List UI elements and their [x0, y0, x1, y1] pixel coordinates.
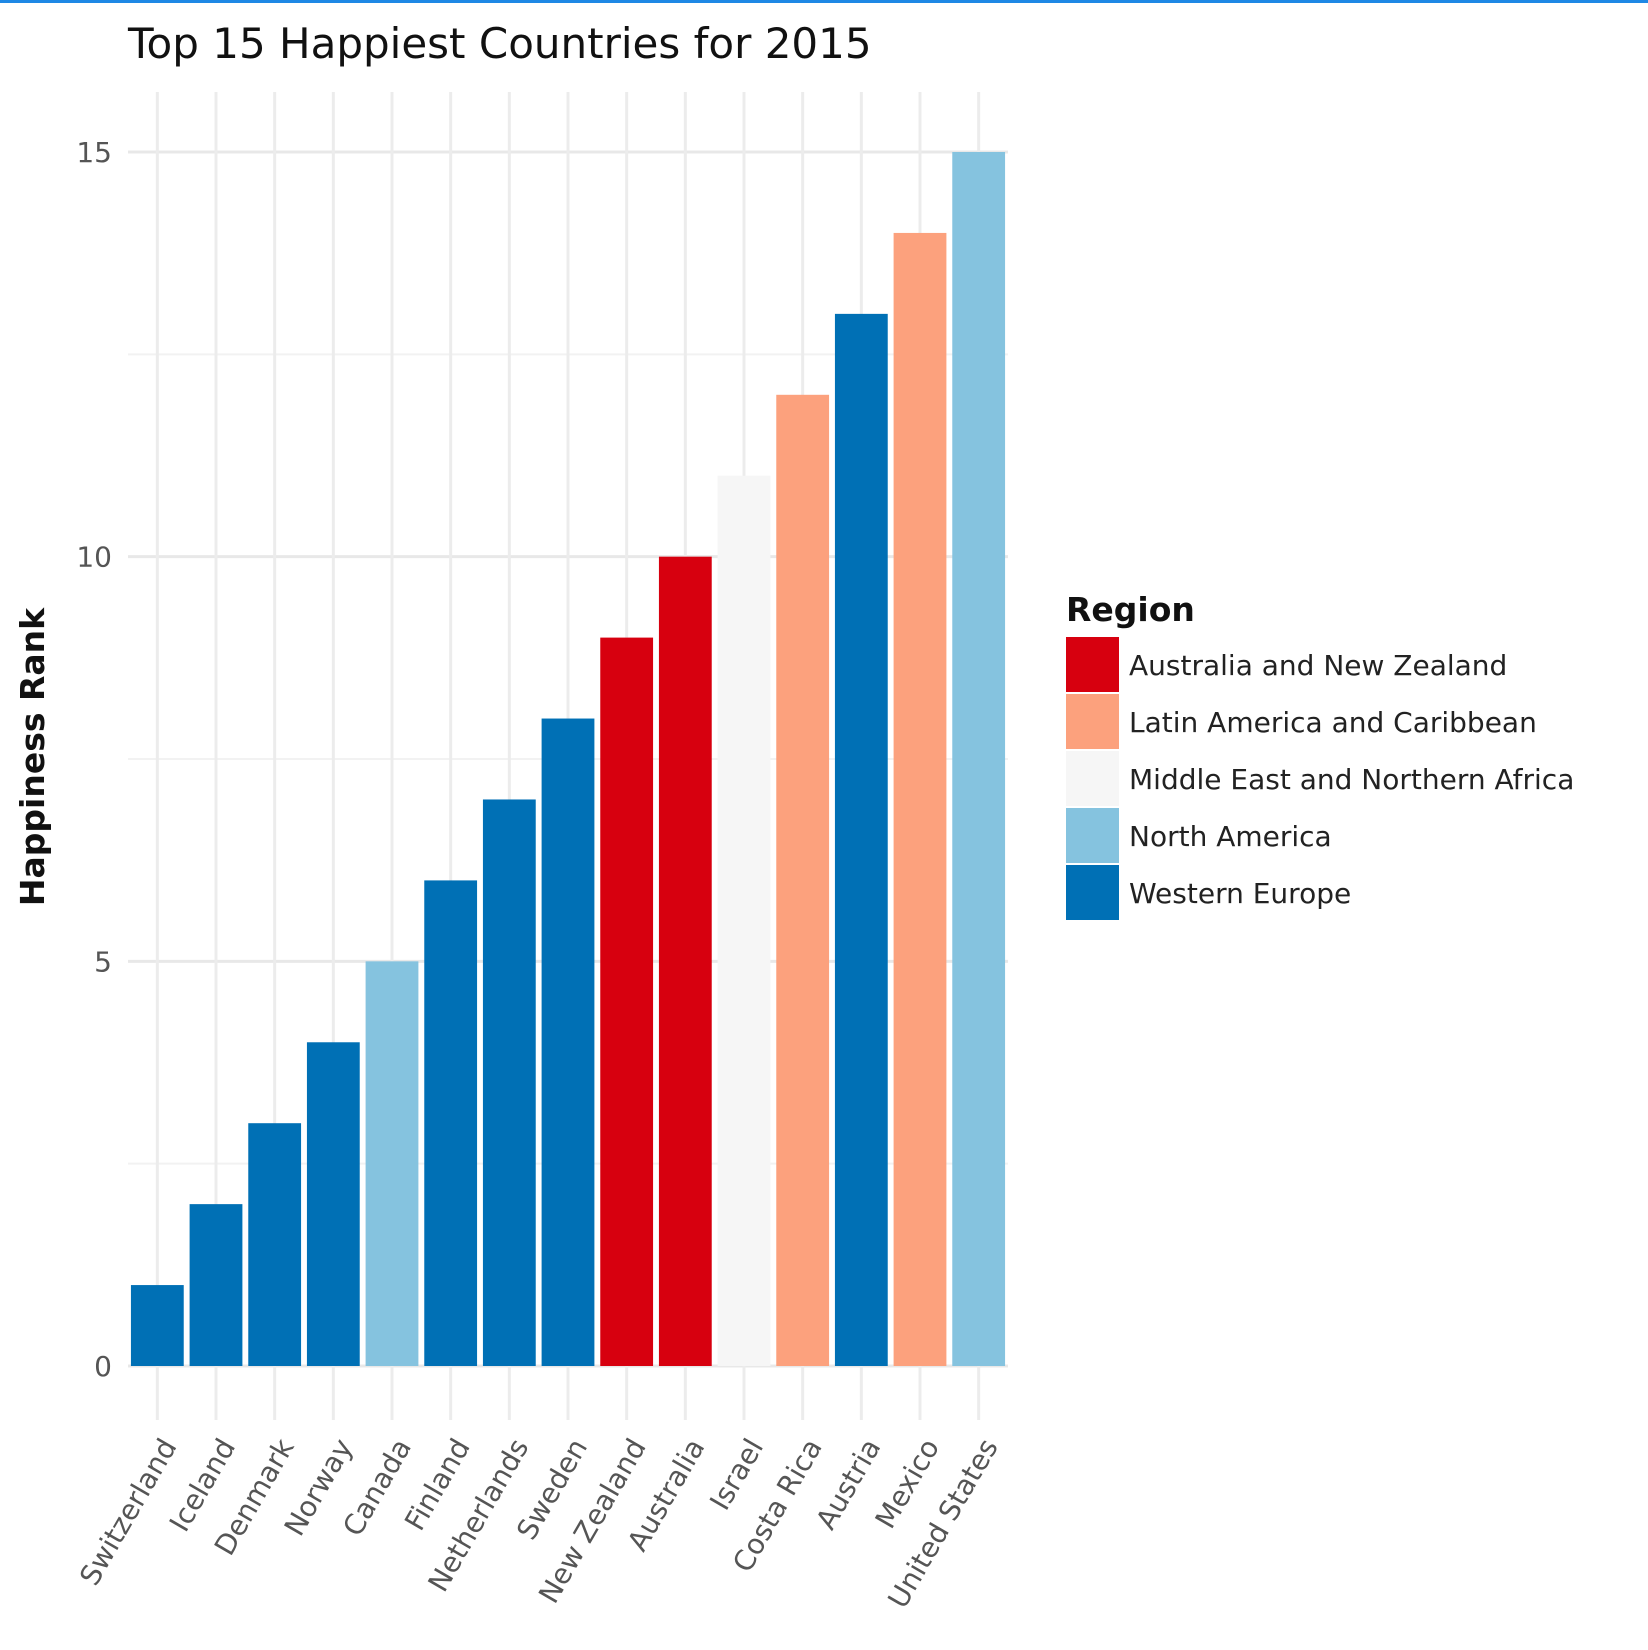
bars — [130, 152, 1006, 1366]
chart-title: Top 15 Happiest Countries for 2015 — [127, 19, 872, 68]
legend-label: Latin America and Caribbean — [1129, 706, 1537, 739]
x-axis-ticks: SwitzerlandIcelandDenmarkNorwayCanadaFin… — [73, 1432, 1005, 1613]
legend-label: Western Europe — [1129, 877, 1351, 910]
bar-netherlands — [482, 799, 536, 1366]
bar-new-zealand — [600, 637, 654, 1366]
bar-finland — [424, 880, 478, 1366]
y-axis-ticks: 0 5 10 15 — [76, 136, 112, 1383]
bar-costa-rica — [776, 394, 830, 1366]
top-border — [0, 0, 1648, 3]
bar-denmark — [248, 1123, 302, 1366]
bar-norway — [306, 1042, 360, 1366]
legend: Region Australia and New Zealand Latin Am… — [1066, 590, 1574, 920]
bar-sweden — [541, 718, 595, 1366]
bar-israel — [717, 475, 771, 1366]
y-tick-label: 10 — [76, 541, 112, 574]
bar-switzerland — [130, 1285, 184, 1366]
legend-label: North America — [1129, 820, 1332, 853]
bar-mexico — [893, 232, 947, 1366]
legend-swatch — [1066, 694, 1119, 749]
y-tick-label: 5 — [94, 945, 112, 978]
legend-label: Australia and New Zealand — [1129, 649, 1507, 682]
legend-swatch — [1066, 637, 1119, 692]
legend-swatch — [1066, 751, 1119, 806]
legend-label: Middle East and Northern Africa — [1129, 763, 1574, 796]
bar-iceland — [189, 1204, 243, 1366]
bar-austria — [834, 313, 888, 1366]
legend-title: Region — [1066, 590, 1195, 629]
legend-swatch — [1066, 808, 1119, 863]
y-tick-label: 15 — [76, 136, 112, 169]
y-tick-label: 0 — [94, 1350, 112, 1383]
legend-swatch — [1066, 865, 1119, 920]
bar-united-states — [952, 152, 1006, 1366]
y-axis-title: Happiness Rank — [13, 607, 52, 906]
bar-canada — [365, 961, 419, 1366]
bar-australia — [658, 556, 712, 1366]
